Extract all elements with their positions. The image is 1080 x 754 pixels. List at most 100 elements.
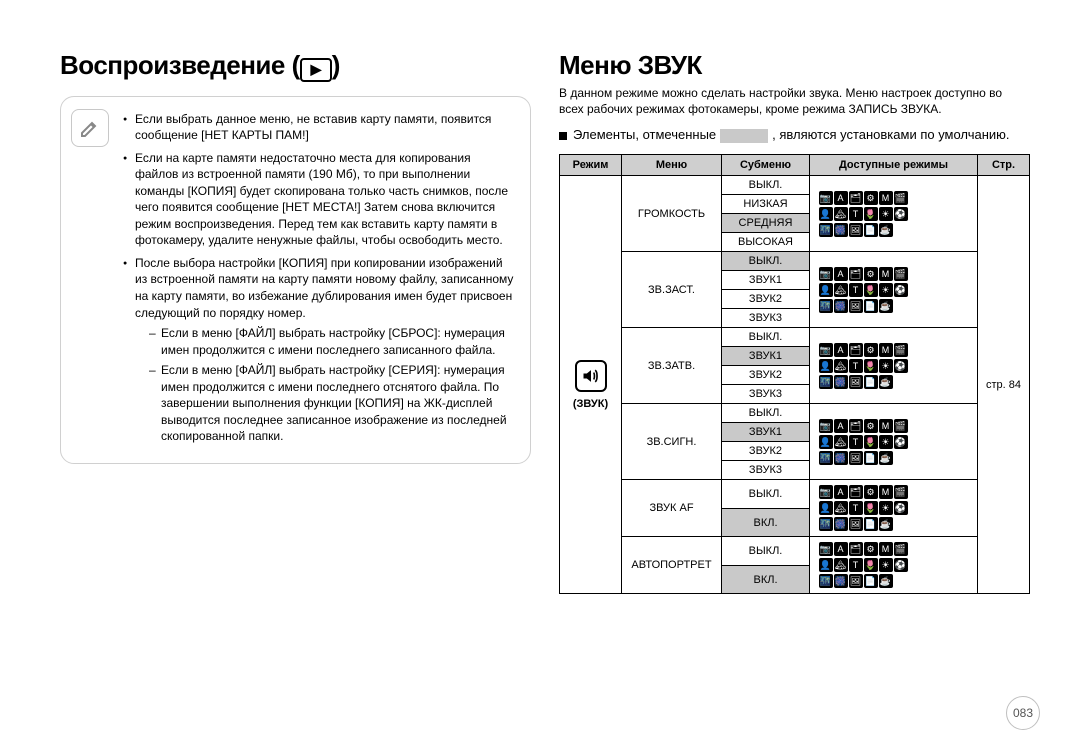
submenu-cell: ВКЛ.: [722, 508, 810, 537]
submenu-cell: ЗВУК2: [722, 290, 810, 309]
mode-icon: 📷: [819, 191, 833, 205]
mode-icon: ☀: [879, 435, 893, 449]
mode-icon: T: [849, 283, 863, 297]
note-subitem: Если в меню [ФАЙЛ] выбрать настройку [СЕ…: [149, 362, 516, 445]
mode-icon: 🗂: [849, 419, 863, 433]
mode-icon: ⚙: [864, 343, 878, 357]
submenu-cell: ВЫКЛ.: [722, 404, 810, 423]
mode-icon: 🏔: [834, 359, 848, 373]
th-modes: Доступные режимы: [810, 155, 978, 176]
mode-icon: ☀: [879, 501, 893, 515]
mode-icon: 🏔: [834, 501, 848, 515]
mode-icon: A: [834, 267, 848, 281]
mode-icon: 🎬: [894, 485, 908, 499]
mode-icon: ⚙: [864, 542, 878, 556]
mode-icon: 📄: [864, 574, 878, 588]
page-title-left-1: Воспроизведение (: [60, 50, 300, 80]
submenu-cell: ВЫСОКАЯ: [722, 233, 810, 252]
mode-label: (ЗВУК): [573, 398, 608, 410]
mode-icon: 📷: [819, 343, 833, 357]
submenu-cell: ЗВУК3: [722, 309, 810, 328]
mode-icon: 📄: [864, 299, 878, 313]
menu-cell: ГРОМКОСТЬ: [622, 176, 722, 252]
mode-icon: 👤: [819, 207, 833, 221]
mode-icon: 🎆: [834, 451, 848, 465]
mode-icon: 👤: [819, 435, 833, 449]
pencil-icon: [71, 109, 109, 147]
mode-icon: T: [849, 207, 863, 221]
menu-cell: АВТОПОРТРЕТ: [622, 537, 722, 594]
mode-icon: T: [849, 435, 863, 449]
mode-icon: 🏔: [834, 435, 848, 449]
submenu-cell: ВЫКЛ.: [722, 176, 810, 195]
th-page: Стр.: [978, 155, 1030, 176]
mode-icon: 📷: [819, 485, 833, 499]
mode-icon: 🌃: [819, 574, 833, 588]
mode-icon: ☀: [879, 359, 893, 373]
mode-icon: ☀: [879, 207, 893, 221]
page-ref-cell: стр. 84: [978, 176, 1030, 594]
mode-icon: 🗂: [849, 191, 863, 205]
menu-cell: ЗВ.СИГН.: [622, 404, 722, 480]
mode-icon: ⚙: [864, 485, 878, 499]
mode-icon: ⚽: [894, 501, 908, 515]
mode-icon: 🏔: [834, 207, 848, 221]
submenu-cell: ВКЛ.: [722, 565, 810, 594]
bullet-icon: [559, 132, 567, 140]
mode-icon: 📄: [864, 517, 878, 531]
submenu-cell: ЗВУК3: [722, 461, 810, 480]
speaker-icon: [575, 360, 607, 392]
submenu-cell: ЗВУК1: [722, 423, 810, 442]
mode-icon: M: [879, 267, 893, 281]
mode-icon: A: [834, 419, 848, 433]
mode-icon: ⚽: [894, 558, 908, 572]
mode-icon: M: [879, 542, 893, 556]
note-list: Если выбрать данное меню, не вставив кар…: [123, 109, 516, 451]
page-title-right: Меню ЗВУК: [559, 50, 1030, 81]
intro-text: В данном режиме можно сделать настройки …: [559, 85, 1030, 117]
mode-icon: 🎆: [834, 375, 848, 389]
note-subitem: Если в меню [ФАЙЛ] выбрать настройку [СБ…: [149, 325, 516, 358]
mode-icon: 📄: [864, 375, 878, 389]
mode-icon: ☕: [879, 451, 893, 465]
mode-icon: ☀: [879, 283, 893, 297]
mode-icons: 📷A🗂⚙M🎬👤🏔T🌷☀⚽🌃🎆🖼📄☕: [816, 417, 971, 467]
mode-icon: 🌷: [864, 558, 878, 572]
mode-icon: ⚙: [864, 267, 878, 281]
available-modes-cell: 📷A🗂⚙M🎬👤🏔T🌷☀⚽🌃🎆🖼📄☕: [810, 404, 978, 480]
available-modes-cell: 📷A🗂⚙M🎬👤🏔T🌷☀⚽🌃🎆🖼📄☕: [810, 480, 978, 537]
available-modes-cell: 📷A🗂⚙M🎬👤🏔T🌷☀⚽🌃🎆🖼📄☕: [810, 537, 978, 594]
defaults-note: Элементы, отмеченные , являются установк…: [559, 127, 1030, 144]
mode-icons: 📷A🗂⚙M🎬👤🏔T🌷☀⚽🌃🎆🖼📄☕: [816, 483, 971, 533]
menu-cell: ЗВУК AF: [622, 480, 722, 537]
mode-icon: ⚽: [894, 435, 908, 449]
mode-icon: T: [849, 558, 863, 572]
mode-icon: 🏔: [834, 283, 848, 297]
mode-icon: 📄: [864, 451, 878, 465]
mode-icon: 🌷: [864, 283, 878, 297]
mode-icon: 🗂: [849, 485, 863, 499]
mode-icon: 🌷: [864, 501, 878, 515]
mode-icon: ☀: [879, 558, 893, 572]
mode-icon: 👤: [819, 359, 833, 373]
mode-icon: 🎬: [894, 191, 908, 205]
th-submenu: Субменю: [722, 155, 810, 176]
mode-icon: M: [879, 485, 893, 499]
mode-icon: A: [834, 542, 848, 556]
mode-icon: 🌷: [864, 207, 878, 221]
mode-icon: 👤: [819, 501, 833, 515]
mode-icon: A: [834, 343, 848, 357]
mode-icon: 🌃: [819, 223, 833, 237]
mode-icon: 🎬: [894, 267, 908, 281]
mode-icon: 👤: [819, 283, 833, 297]
mode-icon: 🖼: [849, 299, 863, 313]
mode-icon: T: [849, 359, 863, 373]
submenu-cell: ЗВУК1: [722, 271, 810, 290]
mode-icon: 🌷: [864, 359, 878, 373]
mode-icon: 🎬: [894, 419, 908, 433]
mode-icon: 🖼: [849, 574, 863, 588]
mode-icon: 🖼: [849, 451, 863, 465]
mode-icon: ⚽: [894, 283, 908, 297]
submenu-cell: СРЕДНЯЯ: [722, 214, 810, 233]
mode-icon: 🎆: [834, 223, 848, 237]
